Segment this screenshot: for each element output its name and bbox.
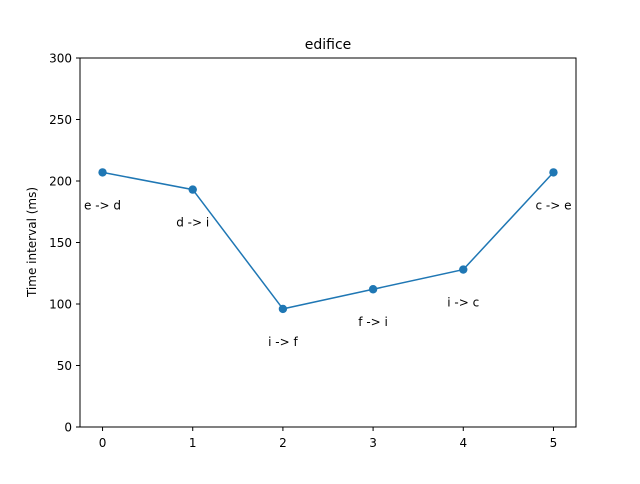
point-label: e -> d [84, 198, 121, 212]
series-line [102, 171, 554, 310]
data-point [98, 168, 107, 177]
point-labels: e -> d d -> i i -> f f -> i i -> c c -> e [84, 198, 571, 349]
point-label: f -> i [358, 315, 388, 329]
plot-frame [79, 57, 577, 428]
y-tick-label: 250 [49, 113, 72, 127]
data-point [459, 265, 468, 274]
point-label: c -> e [535, 198, 571, 212]
chart-title: edifice [305, 37, 352, 53]
data-point [188, 185, 197, 194]
data-point [278, 304, 288, 314]
x-axis-ticks: 0 1 2 3 4 5 [99, 427, 558, 450]
point-label: i -> c [447, 296, 479, 310]
y-tick-label: 150 [49, 236, 72, 250]
x-tick-label: 0 [99, 436, 107, 450]
y-tick-label: 0 [64, 421, 72, 435]
y-axis-label: Time interval (ms) [25, 187, 39, 298]
point-label: d -> i [176, 216, 209, 230]
y-axis-ticks: 0 50 100 150 200 250 300 [49, 52, 80, 435]
x-tick-label: 1 [189, 436, 197, 450]
y-tick-label: 300 [49, 52, 72, 66]
x-tick-label: 2 [279, 436, 287, 450]
y-tick-label: 50 [57, 359, 72, 373]
y-tick-label: 100 [49, 298, 72, 312]
x-tick-label: 4 [459, 436, 467, 450]
data-point [549, 168, 558, 177]
y-tick-label: 200 [49, 175, 72, 189]
x-tick-label: 3 [369, 436, 377, 450]
x-tick-label: 5 [550, 436, 558, 450]
data-point [368, 285, 378, 294]
data-points [98, 168, 558, 314]
point-label: i -> f [268, 335, 298, 349]
